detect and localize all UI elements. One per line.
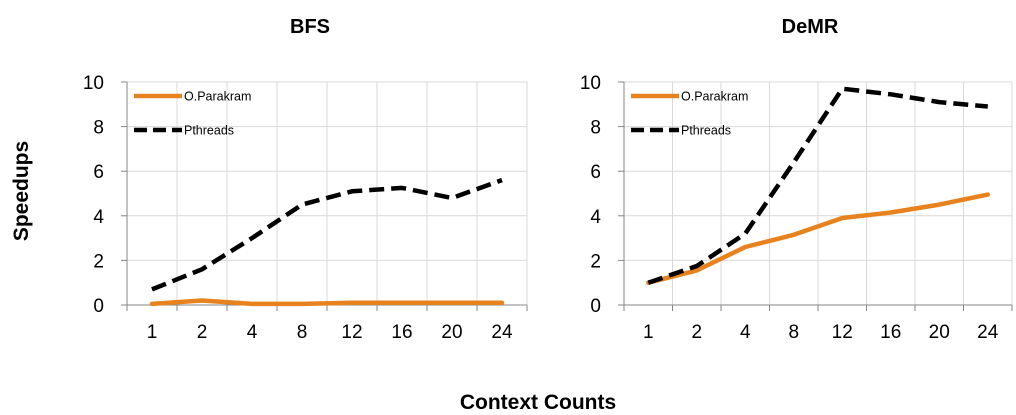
demr-x-tick-label: 24	[977, 322, 999, 343]
demr-y-tick-label: 0	[590, 296, 601, 317]
demr-x-tick-label: 4	[740, 322, 751, 343]
demr-y-tick-label: 8	[590, 118, 601, 139]
bfs-y-tick-label: 2	[93, 251, 104, 272]
demr-x-tick-label: 16	[880, 322, 901, 343]
demr-legend-label-o-parakram: O.Parakram	[681, 90, 748, 104]
demr-x-tick-label: 1	[643, 322, 654, 343]
bfs-x-tick-label: 8	[297, 322, 308, 343]
bfs-y-tick-label: 8	[93, 118, 104, 139]
y-axis-label: Speedups	[10, 141, 33, 241]
bfs-x-tick-label: 24	[491, 322, 513, 343]
bfs-title: BFS	[290, 16, 330, 38]
bfs-y-tick-label: 0	[93, 296, 104, 317]
demr-title: DeMR	[782, 16, 839, 38]
x-axis-label: Context Counts	[460, 391, 616, 414]
demr-y-tick-label: 2	[590, 251, 601, 272]
bfs-x-tick-label: 2	[197, 322, 208, 343]
bfs-x-tick-label: 12	[341, 322, 362, 343]
demr-y-tick-label: 6	[590, 162, 601, 183]
bfs-x-tick-label: 20	[441, 322, 462, 343]
bfs-y-tick-label: 4	[93, 207, 104, 228]
demr-x-tick-label: 2	[691, 322, 702, 343]
bfs-y-tick-label: 10	[83, 73, 104, 94]
bfs-legend-label-pthreads: Pthreads	[184, 124, 234, 138]
demr-series-o-parakram	[646, 192, 991, 285]
bfs-x-tick-label: 4	[247, 322, 258, 343]
bfs-y-tick-label: 6	[93, 162, 104, 183]
demr-x-tick-label: 8	[788, 322, 799, 343]
bfs-series-pthreads	[151, 177, 503, 292]
bfs-x-tick-label: 16	[391, 322, 412, 343]
demr-y-tick-label: 4	[590, 207, 601, 228]
demr-x-tick-label: 12	[832, 322, 853, 343]
bfs-x-tick-label: 1	[147, 322, 158, 343]
bfs-legend-label-o-parakram: O.Parakram	[184, 90, 251, 104]
bfs-series-o-parakram	[149, 298, 505, 307]
demr-legend-label-pthreads: Pthreads	[681, 124, 731, 138]
demr-y-tick-label: 10	[580, 73, 601, 94]
demr-x-tick-label: 20	[929, 322, 950, 343]
